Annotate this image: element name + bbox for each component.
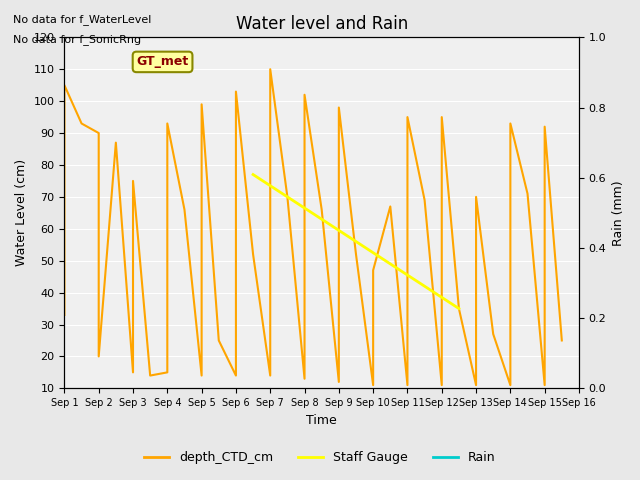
- Text: No data for f_SonicRng: No data for f_SonicRng: [13, 34, 141, 45]
- Y-axis label: Water Level (cm): Water Level (cm): [15, 159, 28, 266]
- Title: Water level and Rain: Water level and Rain: [236, 15, 408, 33]
- Y-axis label: Rain (mm): Rain (mm): [612, 180, 625, 246]
- Legend: depth_CTD_cm, Staff Gauge, Rain: depth_CTD_cm, Staff Gauge, Rain: [140, 446, 500, 469]
- X-axis label: Time: Time: [307, 414, 337, 427]
- Text: No data for f_WaterLevel: No data for f_WaterLevel: [13, 14, 151, 25]
- Text: GT_met: GT_met: [136, 55, 189, 69]
